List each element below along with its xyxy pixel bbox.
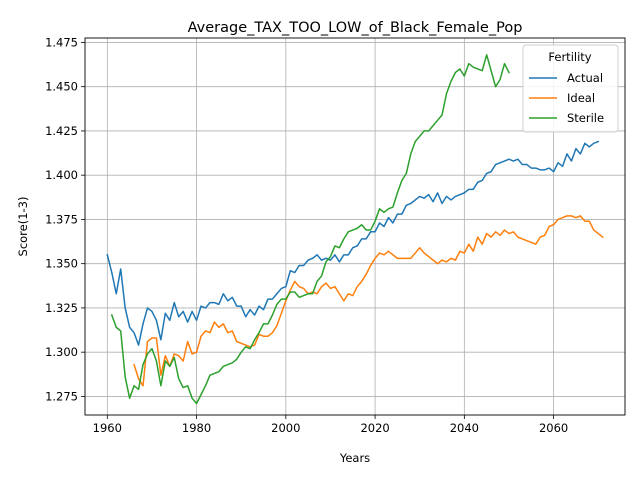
series-line-sterile xyxy=(110,54,510,405)
legend-label-ideal: Ideal xyxy=(567,91,595,105)
legend-box xyxy=(522,44,619,133)
y-tick-label: 1.375 xyxy=(45,212,78,226)
x-axis-label: Years xyxy=(339,451,370,465)
legend-items: Actual Ideal Sterile xyxy=(529,71,604,125)
x-tick-label: 1980 xyxy=(182,421,211,435)
y-tick-label: 1.300 xyxy=(45,345,78,359)
y-tick-label: 1.350 xyxy=(45,257,78,271)
x-axis-ticks: 1960 1980 2000 2020 2040 2060 xyxy=(93,415,568,435)
x-tick-label: 2060 xyxy=(539,421,568,435)
y-axis-label: Score(1-3) xyxy=(16,197,30,257)
chart-title: Average_TAX_TOO_LOW_of_Black_Female_Pop xyxy=(188,20,523,36)
y-tick-label: 1.450 xyxy=(45,80,78,94)
legend-label-actual: Actual xyxy=(567,71,603,85)
plot-frame xyxy=(84,37,626,416)
y-tick-label: 1.325 xyxy=(45,301,78,315)
legend-title: Fertility xyxy=(548,50,591,64)
y-tick-label: 1.275 xyxy=(45,389,78,403)
grid xyxy=(85,38,625,415)
legend-label-sterile: Sterile xyxy=(567,111,604,125)
legend: Fertility Actual Ideal Sterile xyxy=(522,44,619,133)
x-tick-label: 2020 xyxy=(360,421,389,435)
series-line-ideal xyxy=(133,215,604,387)
y-tick-label: 1.400 xyxy=(45,168,78,182)
x-tick-label: 2000 xyxy=(271,421,300,435)
series-lines xyxy=(106,54,604,405)
y-tick-label: 1.475 xyxy=(45,35,78,49)
y-axis-ticks: 1.275 1.300 1.325 1.350 1.375 1.400 1.425 1.450… xyxy=(45,35,85,403)
x-tick-label: 1960 xyxy=(93,421,122,435)
y-tick-label: 1.425 xyxy=(45,124,78,138)
x-tick-label: 2040 xyxy=(450,421,479,435)
series-line-actual xyxy=(106,140,600,346)
